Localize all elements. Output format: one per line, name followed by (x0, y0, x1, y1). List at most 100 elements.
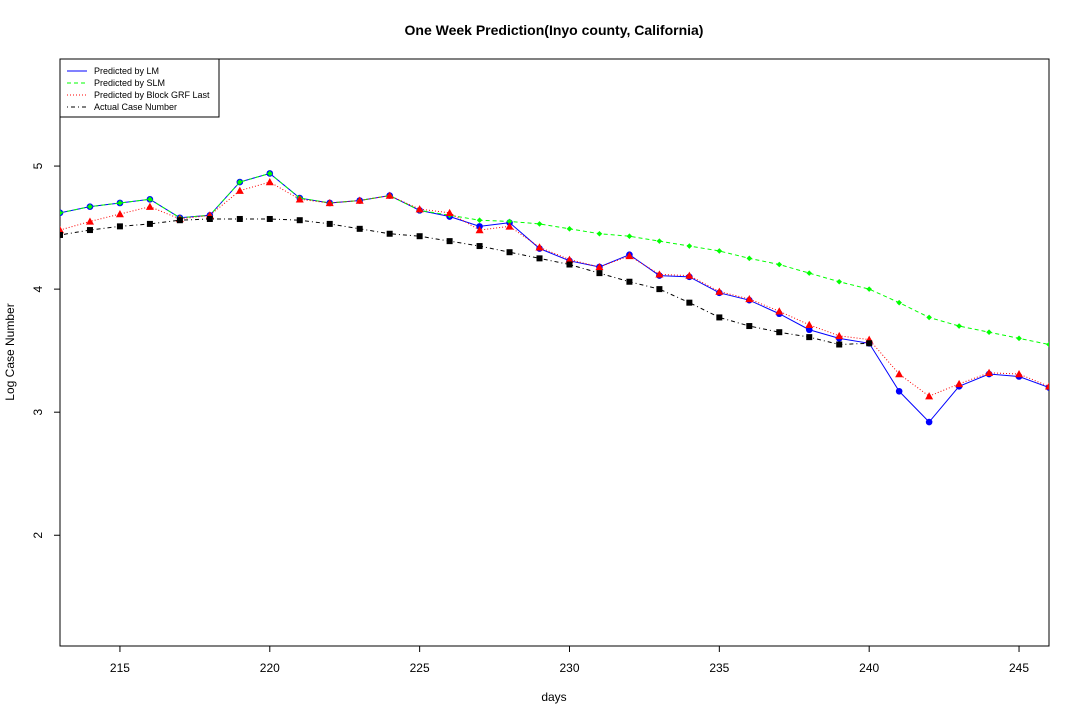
y-tick-label: 4 (31, 285, 45, 292)
point-slm (686, 243, 693, 249)
point-slm (87, 203, 93, 210)
x-tick-label: 235 (709, 661, 729, 675)
point-actual (356, 225, 363, 232)
point-block-grf-last (295, 195, 304, 203)
point-actual (836, 341, 843, 348)
series-actual (60, 215, 873, 348)
point-slm (716, 248, 723, 254)
point-lm (925, 418, 933, 426)
point-block-grf-last (475, 226, 484, 234)
point-actual (626, 278, 633, 285)
point-actual (866, 340, 873, 347)
point-actual (236, 215, 243, 222)
point-actual (506, 249, 513, 256)
point-actual (116, 223, 123, 230)
point-block-grf-last (835, 331, 844, 340)
x-tick-label: 240 (859, 661, 879, 675)
point-block-grf-last (60, 226, 64, 234)
point-actual (296, 217, 303, 224)
point-slm (776, 261, 783, 268)
point-block-grf-last (325, 198, 334, 207)
point-actual (176, 217, 183, 224)
legend-label-slm: Predicted by SLM (94, 78, 165, 88)
point-block-grf-last (985, 368, 994, 377)
point-actual (596, 270, 603, 277)
point-slm (147, 196, 153, 203)
point-block-grf-last (115, 210, 124, 218)
x-axis: 215 220 225 230 235 240 245 (110, 646, 1029, 675)
x-axis-title: days (541, 690, 566, 704)
point-slm (836, 278, 843, 285)
point-block-grf-last (655, 270, 664, 278)
point-actual (776, 329, 783, 336)
point-slm (60, 210, 63, 216)
point-block-grf-last (535, 243, 544, 251)
y-tick-label: 5 (31, 162, 45, 169)
point-actual (266, 215, 273, 222)
y-axis-title: Log Case Number (3, 303, 17, 400)
point-actual (716, 314, 723, 321)
point-slm (956, 323, 962, 329)
point-block-grf-last (385, 191, 394, 199)
point-slm (536, 221, 543, 227)
point-actual (746, 323, 753, 330)
point-block-grf-last (355, 196, 364, 204)
y-axis: 2 3 4 5 (31, 162, 60, 539)
point-slm (596, 230, 603, 237)
point-slm (266, 170, 273, 177)
point-slm (806, 270, 813, 276)
x-tick-label: 215 (110, 661, 130, 675)
point-block-grf-last (85, 217, 94, 225)
y-tick-label: 2 (31, 532, 45, 539)
x-tick-label: 225 (410, 661, 430, 675)
point-slm (566, 226, 573, 232)
series-layer (60, 170, 1049, 426)
point-actual (566, 261, 573, 268)
chart-title: One Week Prediction(Inyo county, Califor… (405, 22, 704, 38)
point-block-grf-last (955, 379, 964, 388)
point-block-grf-last (565, 255, 574, 263)
point-slm (1016, 335, 1022, 342)
point-actual (656, 286, 663, 293)
point-actual (536, 255, 543, 262)
point-actual (86, 227, 93, 234)
point-block-grf-last (625, 251, 634, 260)
point-block-grf-last (145, 202, 154, 210)
point-block-grf-last (505, 222, 514, 230)
point-block-grf-last (805, 320, 814, 329)
point-slm (237, 179, 243, 185)
point-block-grf-last (1015, 370, 1024, 378)
point-slm (117, 200, 123, 206)
plot-frame (59, 58, 1050, 647)
legend: Predicted by LM Predicted by SLM Predicted… (59, 58, 220, 118)
point-block-grf-last (775, 307, 784, 315)
point-slm (1046, 341, 1049, 348)
series-line-block-grf-last (60, 181, 1049, 397)
point-actual (476, 243, 483, 250)
series-line-actual (60, 218, 870, 346)
point-slm (626, 233, 633, 240)
point-slm (746, 255, 753, 262)
point-actual (446, 238, 453, 245)
point-lm (895, 387, 903, 395)
point-block-grf-last (925, 392, 934, 400)
point-slm (656, 238, 663, 244)
point-block-grf-last (745, 294, 754, 303)
series-line-slm (60, 172, 1049, 345)
point-slm (866, 286, 872, 292)
point-lm (805, 326, 813, 334)
legend-label-actual: Actual Case Number (94, 102, 177, 112)
x-tick-label: 245 (1009, 661, 1029, 675)
point-block-grf-last (1045, 382, 1049, 390)
point-actual (416, 233, 423, 240)
x-tick-label: 230 (559, 661, 579, 675)
point-slm (476, 217, 483, 224)
point-actual (806, 334, 813, 341)
point-actual (60, 231, 63, 238)
point-actual (326, 220, 333, 227)
y-tick-label: 3 (31, 409, 45, 416)
point-block-grf-last (445, 208, 454, 217)
legend-label-lm: Predicted by LM (94, 66, 159, 76)
